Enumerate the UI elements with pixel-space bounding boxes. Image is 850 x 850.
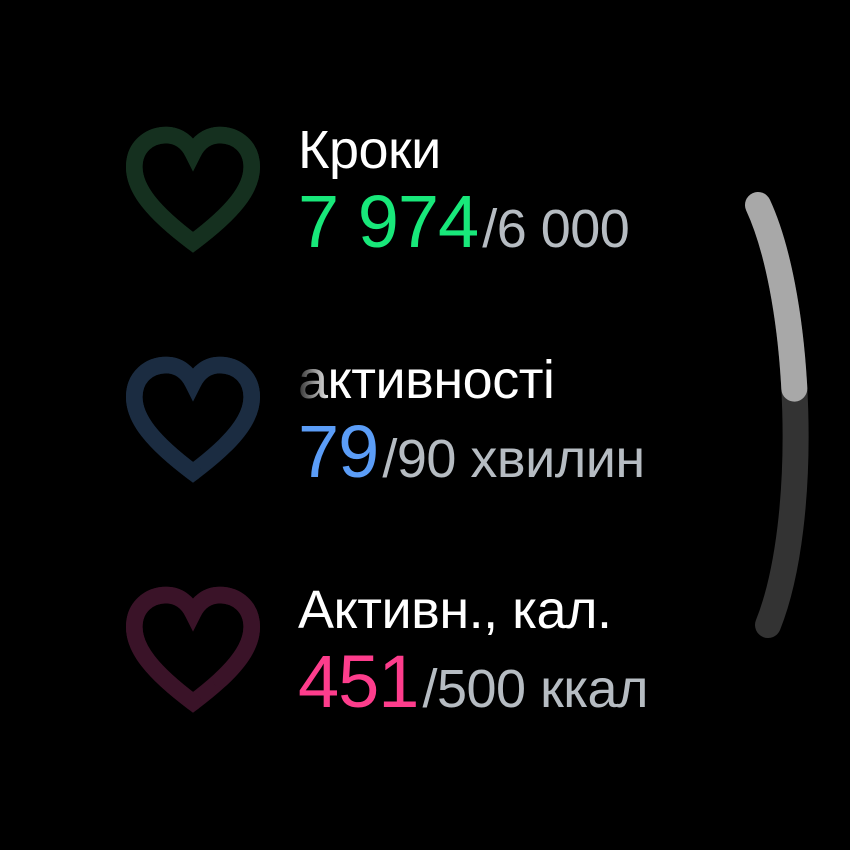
metric-row[interactable]: Активн., кал. 451 /500 ккал xyxy=(0,570,720,730)
metric-current-value: 451 xyxy=(298,640,419,724)
metric-current-value: 79 xyxy=(298,410,379,494)
metric-title: активності xyxy=(298,349,555,410)
heart-progress-icon xyxy=(118,120,268,260)
metric-current-value: 7 974 xyxy=(298,180,479,264)
scrollbar-track xyxy=(745,192,809,638)
metric-value: 7 974 /6 000 xyxy=(298,185,720,259)
heart-progress xyxy=(134,595,251,702)
metric-value: 451 /500 ккал xyxy=(298,645,720,719)
metric-row[interactable]: активності 79 /90 хвилин xyxy=(0,340,720,500)
scrollbar-thumb[interactable] xyxy=(745,192,809,638)
heart-progress xyxy=(134,135,251,242)
metric-goal-value: /90 хвилин xyxy=(382,429,645,490)
metric-goal-value: /6 000 xyxy=(482,199,630,260)
metric-goal-value: /500 ккал xyxy=(422,659,649,720)
heart-progress-icon xyxy=(118,580,268,720)
metric-title: Активн., кал. xyxy=(298,579,612,640)
heart-progress-icon xyxy=(118,350,268,490)
metric-text: Активн., кал. 451 /500 ккал xyxy=(298,581,720,719)
metric-text: активності 79 /90 хвилин xyxy=(298,351,720,489)
curved-scrollbar[interactable] xyxy=(730,0,850,850)
metric-title: Кроки xyxy=(298,119,441,180)
metric-row[interactable]: Кроки 7 974 /6 000 xyxy=(0,110,720,270)
heart-progress xyxy=(134,365,251,472)
metric-value: 79 /90 хвилин xyxy=(298,415,720,489)
metric-text: Кроки 7 974 /6 000 xyxy=(298,121,720,259)
